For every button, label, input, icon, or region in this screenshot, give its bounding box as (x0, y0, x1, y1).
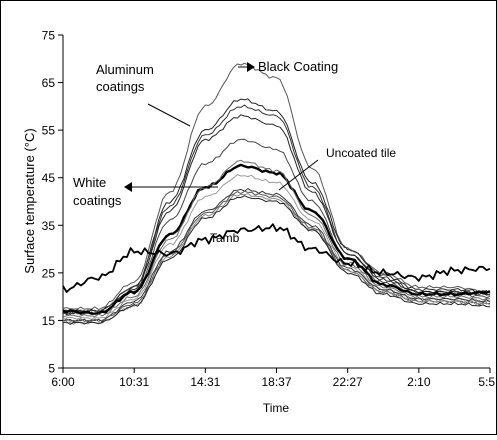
series-line-aluminum (62, 104, 491, 314)
x-tick-label: 5:51 (478, 375, 497, 389)
annotation-aluminum-coatings-line: coatings (96, 79, 145, 94)
series-lines (62, 62, 491, 325)
series-line-white (62, 159, 491, 318)
y-tick-label: 65 (42, 76, 56, 90)
x-tick-label: 22:27 (333, 375, 363, 389)
y-tick-label: 25 (42, 266, 56, 280)
annotation-white-coatings-line: White (73, 175, 106, 190)
y-tick-label: 5 (48, 362, 55, 376)
y-tick-label: 75 (42, 29, 56, 43)
arrow-line-aluminum (147, 103, 191, 127)
series-line-white (62, 193, 491, 325)
x-tick-label: 18:37 (261, 375, 291, 389)
annotation-aluminum-coatings-line: Aluminum (96, 62, 154, 77)
x-tick-label: 6:00 (51, 375, 75, 389)
x-tick-label: 2:10 (407, 375, 431, 389)
series-line-aluminum (62, 98, 491, 313)
arrowhead-black-coating (247, 62, 255, 72)
x-axis-label: Time (263, 401, 290, 415)
y-axis-label: Surface temperature (°C) (22, 128, 37, 273)
series-line-white (62, 188, 491, 323)
axes: 75 65 55 45 35 25 15 56:00 10:31 14:31 18:37 22:27 2… (42, 29, 497, 390)
arrowhead-white-coatings (124, 182, 132, 192)
series-line-tamb (62, 223, 491, 293)
x-tick-label: 14:31 (190, 375, 220, 389)
y-tick-label: 45 (42, 171, 56, 185)
series-line-white (62, 174, 491, 320)
annotation-white-coatings: White coatings (73, 175, 122, 208)
series-line-aluminum (62, 114, 491, 316)
y-tick-label: 15 (42, 314, 56, 328)
annotation-white-coatings-line: coatings (73, 193, 122, 208)
x-tick-label: 10:31 (119, 375, 149, 389)
y-tick-label: 35 (42, 219, 56, 233)
annotation-tamb: Tamb (210, 231, 240, 245)
annotation-black-coating: Black Coating (258, 59, 338, 74)
y-tick-label: 55 (42, 124, 56, 138)
annotation-uncoated-tile: Uncoated tile (326, 146, 396, 160)
series-line-uncoated (62, 163, 491, 315)
annotations: Black Coating Aluminum coatings Uncoated ti… (73, 59, 396, 245)
series-line-white (62, 195, 491, 325)
annotation-aluminum-coatings: Aluminum coatings (96, 62, 154, 94)
arrow-line-uncoated-tile (278, 159, 319, 191)
series-line-black (62, 62, 491, 311)
